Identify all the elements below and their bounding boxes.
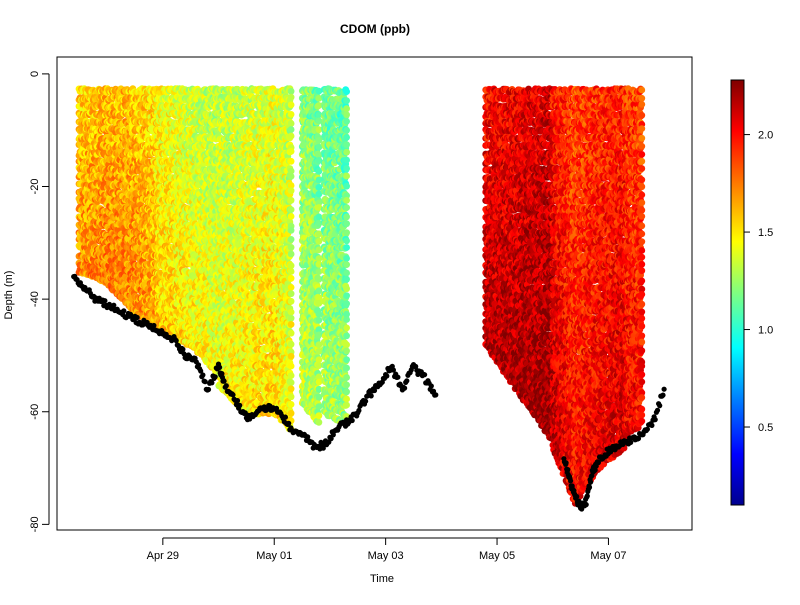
- plot-area: [71, 85, 667, 512]
- chart-title: CDOM (ppb): [340, 22, 410, 36]
- cdom-profile-segment: [215, 85, 294, 433]
